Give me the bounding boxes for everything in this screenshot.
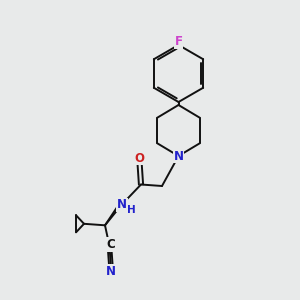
Text: H: H xyxy=(127,205,136,215)
Text: C: C xyxy=(106,238,116,251)
Text: F: F xyxy=(175,35,182,48)
Text: N: N xyxy=(173,149,184,163)
Text: O: O xyxy=(134,152,145,165)
Text: N: N xyxy=(106,265,116,278)
Text: N: N xyxy=(117,198,127,212)
